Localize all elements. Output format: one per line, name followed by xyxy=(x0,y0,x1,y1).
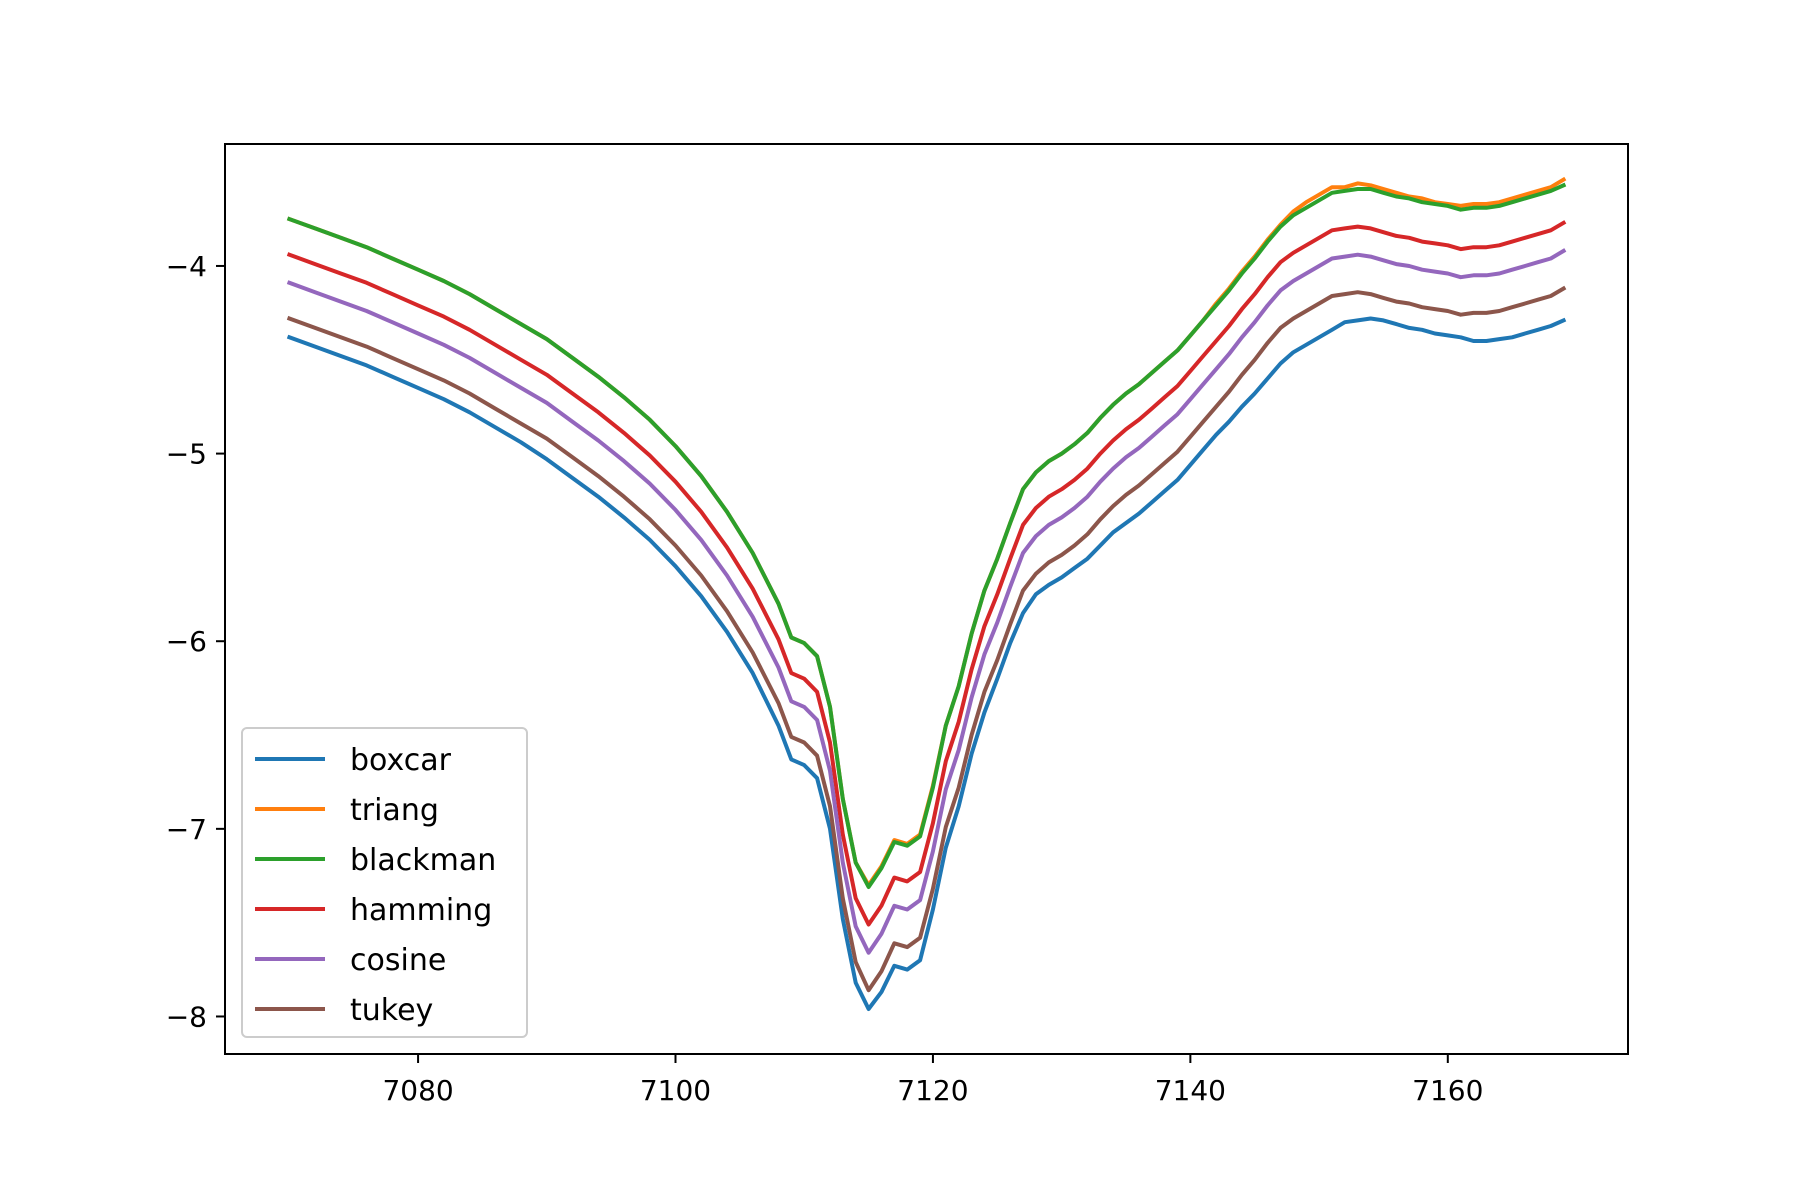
x-tick-label: 7140 xyxy=(1155,1074,1226,1107)
legend-label-hamming: hamming xyxy=(350,893,492,928)
x-tick-label: 7100 xyxy=(640,1074,711,1107)
legend-label-cosine: cosine xyxy=(350,943,446,978)
legend-label-triang: triang xyxy=(350,793,439,828)
legend: boxcar triang blackman hamming cosine tukey xyxy=(241,727,528,1038)
series-line-blackman xyxy=(286,182,1567,889)
series-line-hamming xyxy=(286,220,1567,927)
series-line-cosine xyxy=(286,248,1567,955)
x-tick-label: 7120 xyxy=(897,1074,968,1107)
x-tick-label: 7160 xyxy=(1412,1074,1483,1107)
x-tick-label: 7080 xyxy=(382,1074,453,1107)
series-layer xyxy=(286,176,1567,1011)
legend-label-boxcar: boxcar xyxy=(350,743,452,778)
y-axis: −4 −5 −6 −7 −8 xyxy=(166,250,225,1033)
series-line-boxcar xyxy=(286,316,1567,1011)
x-axis: 7080 7100 7120 7140 7160 xyxy=(382,1054,1483,1107)
y-tick-label: −5 xyxy=(166,438,207,471)
plot-frame xyxy=(224,143,1629,1055)
y-tick-label: −7 xyxy=(166,813,207,846)
legend-label-blackman: blackman xyxy=(350,843,496,878)
y-tick-label: −4 xyxy=(166,250,207,283)
y-tick-label: −6 xyxy=(166,625,207,658)
y-tick-label: −8 xyxy=(166,1000,207,1033)
series-line-tukey xyxy=(286,285,1567,993)
legend-label-tukey: tukey xyxy=(350,993,433,1028)
